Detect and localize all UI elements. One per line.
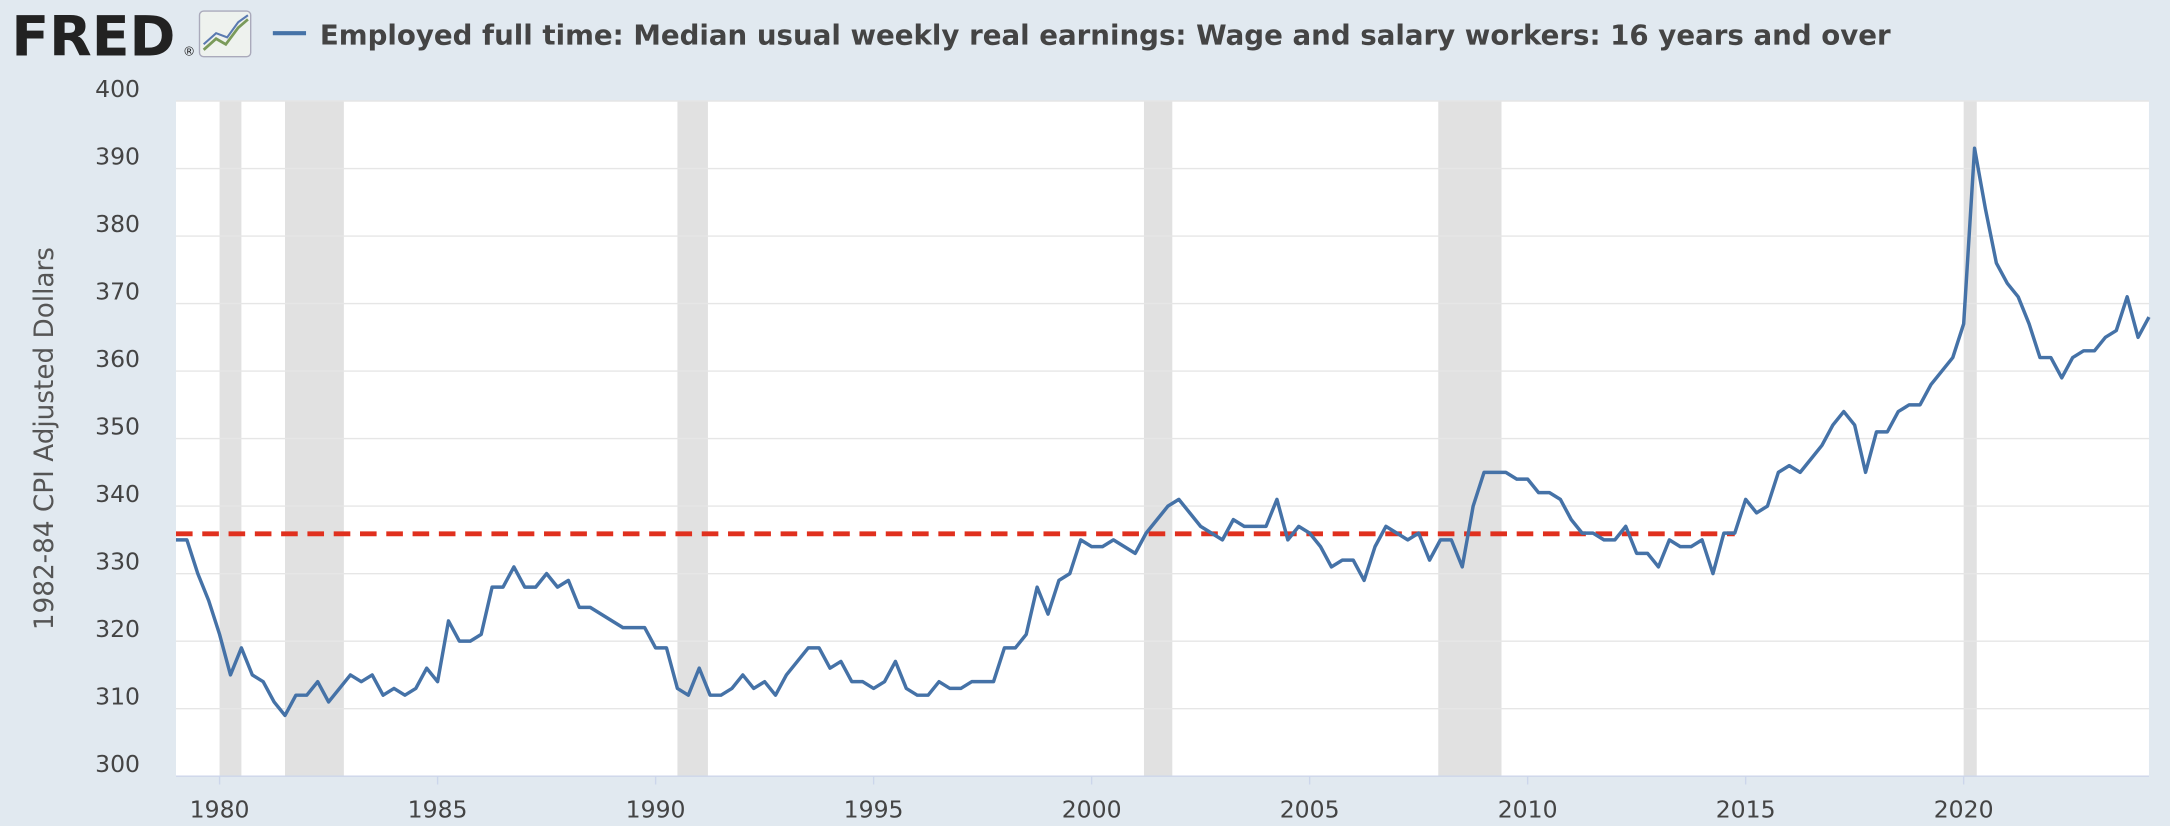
x-tick-label: 2015: [1716, 796, 1776, 824]
y-tick-label: 300: [95, 750, 140, 778]
y-tick-label: 390: [95, 142, 140, 170]
x-tick-label: 1995: [844, 796, 904, 824]
y-tick-label: 330: [95, 547, 140, 575]
y-tick-label: 310: [95, 683, 140, 711]
x-tick-label: 2010: [1498, 796, 1558, 824]
y-tick-label: 340: [95, 480, 140, 508]
logo-mark: ®: [183, 43, 195, 58]
plot-layer: 300 310 320 330 340 350 360 370 380 390 400 1980 198…: [95, 75, 2151, 824]
y-tick-label: 350: [95, 412, 140, 440]
y-tick-label: 370: [95, 277, 140, 305]
series-line: [175, 146, 2151, 718]
y-tick-label: 400: [95, 75, 140, 103]
x-tick-label: 2005: [1280, 796, 1340, 824]
x-tick-label: 2020: [1934, 796, 1994, 824]
y-tick-label: 380: [95, 210, 140, 238]
legend-label: Employed full time: Median usual weekly …: [320, 18, 1891, 51]
x-tick-label: 1990: [626, 796, 686, 824]
x-tick-label: 2000: [1062, 796, 1122, 824]
y-tick-label: 320: [95, 615, 140, 643]
y-axis-label: 1982-84 CPI Adjusted Dollars: [30, 247, 60, 630]
x-tick-label: 1980: [190, 796, 250, 824]
y-tick-label: 360: [95, 345, 140, 373]
x-tick-label: 1985: [408, 796, 468, 824]
logo-icon: [198, 10, 252, 58]
logo[interactable]: FRED: [11, 5, 175, 69]
